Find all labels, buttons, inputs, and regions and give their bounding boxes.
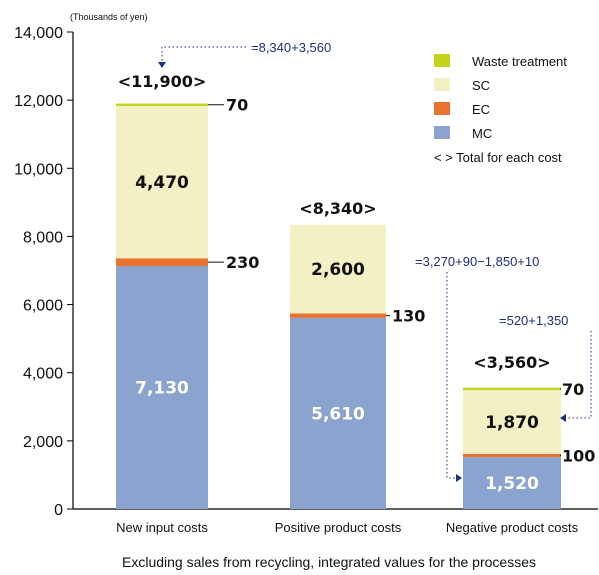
bar-negative-product-mc	[463, 457, 561, 509]
legend-swatch-mc	[434, 126, 450, 139]
category-label-1: Positive product costs	[275, 520, 402, 535]
data-label-new-input-waste: 70	[226, 96, 248, 115]
data-label-positive-product-sc: 2,600	[311, 260, 365, 280]
legend-label-sc: SC	[472, 78, 490, 93]
bar-positive-product-sc	[290, 224, 386, 314]
data-label-new-input-ec: 230	[226, 253, 259, 272]
bar-negative-product-sc	[463, 390, 561, 454]
annotation-eq3: =520+1,350	[499, 313, 592, 422]
bars	[116, 103, 561, 509]
footnote: Excluding sales from recycling, integrat…	[122, 554, 536, 570]
unit-label: (Thousands of yen)	[70, 12, 148, 22]
y-tick-label: 14,000	[14, 25, 63, 42]
legend-label-mc: MC	[472, 126, 492, 141]
annotation-eq1: =8,340+3,560	[158, 40, 331, 68]
bar-new-input-waste	[116, 103, 208, 106]
y-tick-label: 12,000	[14, 93, 63, 110]
legend-swatch-waste	[434, 54, 450, 67]
data-label-negative-product-waste: 70	[562, 380, 584, 399]
y-ticks: 0 2,000 4,000 6,000 8,000 10,000 12,000 14,000	[14, 25, 73, 519]
y-tick-label: 0	[54, 502, 63, 519]
svg-text:=3,270+90−1,850+10: =3,270+90−1,850+10	[415, 254, 539, 269]
legend-label-ec: EC	[472, 102, 490, 117]
category-label-0: New input costs	[116, 520, 208, 535]
bar-negative-product-ec	[463, 453, 561, 458]
data-label-new-input-mc: 7,130	[135, 379, 189, 399]
total-label-new-input: <11,900>	[118, 72, 207, 91]
legend-swatch-ec	[434, 102, 450, 115]
y-tick-label: 6,000	[23, 298, 63, 315]
bar-new-input-ec	[116, 258, 208, 267]
data-label-negative-product-sc: 1,870	[485, 413, 539, 433]
segment-labels: 7,130 230 4,470 70 5,610 130 2,600 1,520 100 1,87…	[135, 96, 595, 494]
total-label-negative-product: <3,560>	[473, 353, 550, 372]
legend-swatch-sc	[434, 78, 450, 91]
legend: Waste treatment SC EC MC < > Total for e…	[434, 54, 567, 165]
svg-text:=520+1,350: =520+1,350	[499, 313, 568, 328]
data-label-negative-product-mc: 1,520	[485, 474, 539, 494]
data-label-negative-product-ec: 100	[562, 447, 595, 466]
category-label-2: Negative product costs	[446, 520, 579, 535]
legend-label-waste: Waste treatment	[472, 54, 567, 69]
svg-text:=8,340+3,560: =8,340+3,560	[251, 40, 331, 55]
bar-positive-product-mc	[290, 317, 386, 509]
y-tick-label: 4,000	[23, 366, 63, 383]
data-label-new-input-sc: 4,470	[135, 173, 189, 193]
bar-new-input-sc	[116, 105, 208, 259]
y-tick-label: 2,000	[23, 434, 63, 451]
total-label-positive-product: <8,340>	[299, 199, 376, 218]
y-tick-label: 10,000	[14, 161, 63, 178]
bar-positive-product-ec	[290, 313, 386, 318]
bar-negative-product-waste	[463, 387, 561, 391]
data-label-positive-product-mc: 5,610	[311, 404, 365, 424]
data-label-positive-product-ec: 130	[392, 307, 425, 326]
bar-new-input-mc	[116, 266, 208, 509]
legend-total-note: < > Total for each cost	[434, 150, 562, 165]
annotation-eq2: =3,270+90−1,850+10	[415, 254, 539, 482]
y-tick-label: 8,000	[23, 229, 63, 246]
